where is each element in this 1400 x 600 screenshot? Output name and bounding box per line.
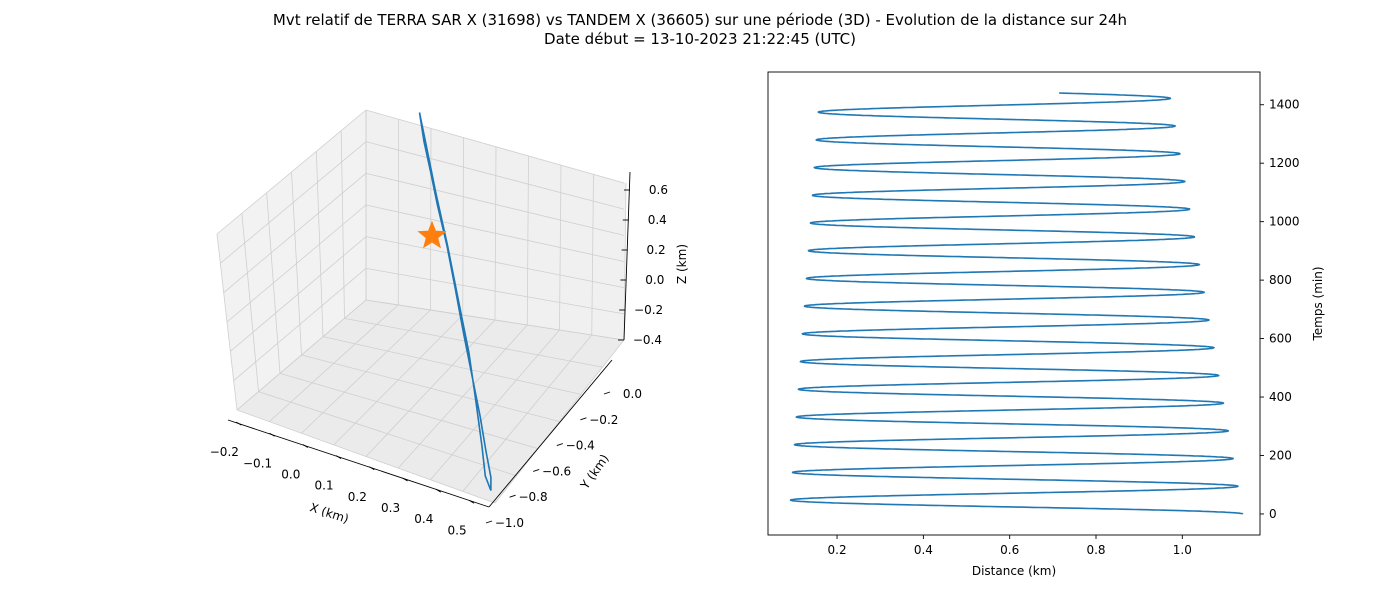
x-tick-label: 0.6 [1000, 543, 1019, 557]
y-tick-label: 1400 [1269, 98, 1300, 112]
figure-subtitle: Date début = 13-10-2023 21:22:45 (UTC) [544, 30, 856, 48]
x-tick [468, 499, 475, 504]
grid-line [258, 391, 517, 477]
floor-pane [237, 297, 624, 503]
grid-line [365, 109, 625, 184]
y-tick-label: 0.0 [623, 387, 642, 401]
figure-title: Mvt relatif de TERRA SAR X (31698) vs TA… [272, 11, 1128, 29]
y-tick-label: 800 [1269, 273, 1292, 287]
x-tick-label: 0.4 [414, 512, 433, 526]
x-tick [435, 488, 442, 493]
x-tick [302, 444, 309, 448]
y-tick-label: −0.2 [589, 413, 618, 427]
y-tick-label: 200 [1269, 448, 1292, 462]
x-tick-label: 0.0 [281, 467, 300, 481]
y-tick-label: −0.8 [518, 490, 547, 504]
x-tick-label: 0.1 [315, 479, 334, 493]
z-tick-label: 0.2 [647, 243, 666, 257]
x-tick-label: 1.0 [1173, 543, 1192, 557]
grid-line [623, 182, 627, 341]
y-tick [580, 417, 587, 421]
y-tick-label: −0.4 [566, 439, 595, 453]
grid-line [266, 192, 281, 374]
grid-line [344, 317, 603, 368]
grid-line [365, 299, 625, 341]
y-axis-label: Temps (min) [1311, 266, 1325, 341]
y-tick-label: 400 [1269, 390, 1292, 404]
y-tick-label: 0 [1269, 507, 1277, 521]
x-tick [369, 466, 375, 471]
z-tick-label: 0.4 [648, 213, 667, 227]
grid-line [291, 171, 302, 356]
z-tick-label: 0.6 [649, 183, 668, 197]
grid-line [241, 213, 259, 392]
x-tick-label: 0.8 [1086, 543, 1105, 557]
grid-line [365, 236, 625, 289]
x-axis-label: Distance (km) [972, 564, 1056, 578]
grid-line [279, 372, 539, 450]
x-tick-label: 0.3 [381, 501, 400, 515]
grid-line [365, 267, 625, 315]
grid-line [340, 130, 345, 319]
y-tick [533, 468, 540, 472]
x-tick-label: 0.2 [348, 490, 367, 504]
grid-line [315, 151, 324, 337]
x-tick [236, 421, 242, 426]
y-tick-label: 1000 [1269, 215, 1300, 229]
x-tick-label: −0.2 [210, 445, 239, 459]
x-tick [335, 455, 342, 460]
grid-line [365, 141, 625, 210]
x-tick-label: −0.1 [243, 456, 272, 470]
grid-line [216, 233, 238, 411]
grid-line [365, 172, 625, 236]
x-tick [402, 477, 408, 482]
y-axis-label: Y (km) [577, 452, 612, 493]
x-tick-label: 0.4 [914, 543, 933, 557]
z-axis-line [623, 171, 631, 341]
distance-curve [789, 92, 1244, 515]
back-wall-pane [366, 110, 626, 340]
z-tick-label: −0.4 [633, 333, 662, 347]
z-tick-label: −0.2 [634, 303, 663, 317]
y-tick [509, 494, 516, 498]
y-tick-label: −1.0 [495, 516, 524, 530]
origin-star-marker [417, 220, 447, 249]
y-tick [603, 391, 611, 395]
left-wall-pane [217, 110, 366, 410]
z-axis-label: Z (km) [675, 244, 689, 284]
x-tick [269, 432, 275, 437]
grid-line [301, 354, 560, 422]
y-tick [485, 520, 493, 524]
plot-2d-axes: 0.2 0.4 0.6 0.8 1.0 Distance (km) 0 200 400 600 80… [767, 71, 1325, 578]
grid-line [365, 204, 625, 262]
y-tick-label: −0.6 [542, 464, 571, 478]
trajectory-line [418, 112, 492, 491]
grid-line [236, 409, 496, 504]
x-tick-label: 0.2 [828, 543, 847, 557]
grid-line [322, 336, 582, 395]
x-tick-label: 0.5 [448, 523, 467, 537]
plot-3d-axes: −0.2 −0.1 0.0 0.1 0.2 0.3 0.4 0.5 X (km) 0.0 −0.2 −… [210, 109, 689, 537]
y-tick-label: 1200 [1269, 156, 1300, 170]
x-axis-label: X (km) [308, 500, 350, 526]
y-tick-label: 600 [1269, 332, 1292, 346]
y-tick [556, 443, 563, 447]
z-tick-label: 0.0 [645, 273, 664, 287]
y-axis-line [488, 359, 613, 508]
